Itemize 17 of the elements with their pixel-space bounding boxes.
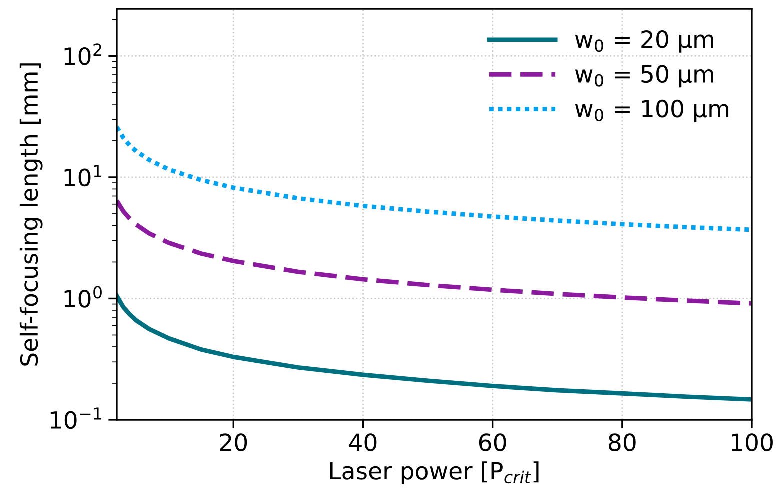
x-tick-label: 40 [349,434,377,452]
line-series [117,294,752,402]
y-axis-title: Self-focusing length [mm] [20,64,43,366]
x-tick-label: 80 [608,434,636,452]
y-tick-label: 10$^{2}$ [64,44,102,66]
y-tick-label: 10$^{0}$ [64,286,102,308]
line-series [117,125,752,232]
x-tick-label: 100 [732,434,773,452]
legend-label: w$_{0}$ = 100 μm [575,100,729,122]
x-tick-label: 20 [220,434,248,452]
line-series [117,198,752,306]
legend-label: w$_{0}$ = 20 μm [575,30,714,53]
legend-label: w$_{0}$ = 50 μm [575,65,714,88]
y-tick-label: 10$^{1}$ [64,165,102,187]
y-tick-label: 10$^{−1}$ [50,408,102,430]
x-axis-title: Laser power [P$_{crit}$] [330,462,539,484]
x-tick-label: 60 [479,434,506,452]
